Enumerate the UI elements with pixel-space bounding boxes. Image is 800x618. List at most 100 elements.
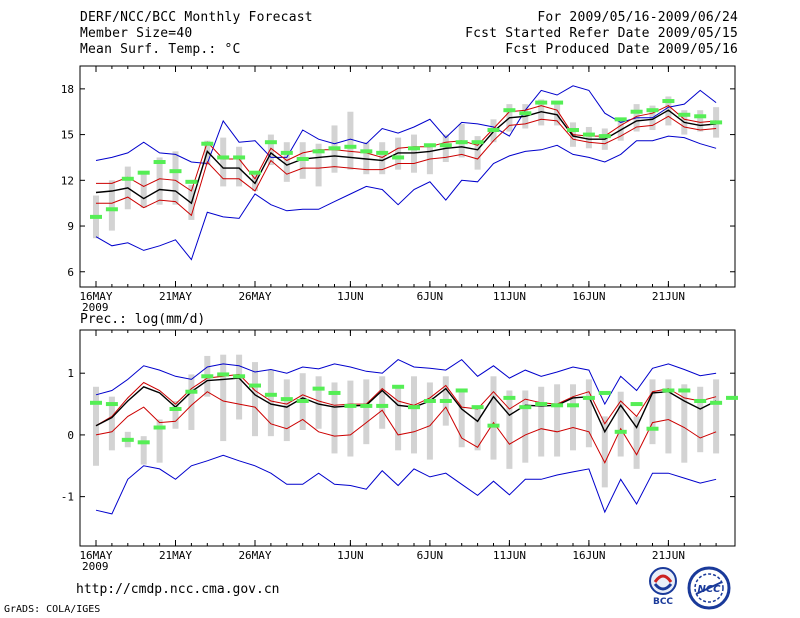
spread-box [411, 134, 417, 173]
series-mean [95, 109, 717, 205]
x-tick-label: 6JUN [417, 290, 444, 303]
x-tick-label: 16MAY [79, 290, 112, 303]
spread-box [283, 379, 290, 442]
data-point [392, 155, 405, 160]
data-point [392, 384, 405, 389]
spread-box [697, 386, 704, 453]
x-tick-label: 1JUN [337, 549, 364, 562]
spread-box [379, 142, 386, 175]
forecast-period: For 2009/05/16-2009/06/24 [537, 10, 738, 25]
spread-box [490, 376, 497, 460]
footer-url[interactable]: http://cmdp.ncc.cma.gov.cn [76, 582, 280, 597]
x-tick-label: 11JUN [493, 549, 526, 562]
data-point [662, 99, 675, 104]
data-point [630, 109, 643, 114]
data-point [726, 395, 738, 400]
spread-box [585, 126, 592, 149]
spread-box [93, 386, 99, 466]
data-point [296, 398, 309, 403]
data-point [121, 176, 134, 181]
data-point [217, 372, 230, 377]
data-point [312, 386, 325, 391]
spread-box [140, 174, 147, 208]
spread-box [426, 382, 433, 460]
member-size: Member Size=40 [80, 26, 193, 41]
data-point [137, 170, 150, 175]
data-point [694, 398, 707, 403]
data-point [471, 405, 484, 410]
data-point [598, 390, 611, 395]
data-point [153, 160, 166, 165]
series-upper [96, 105, 717, 192]
data-point [233, 374, 246, 379]
data-point [678, 388, 691, 393]
data-point [217, 155, 230, 160]
x-tick-label: 26MAY [238, 549, 271, 562]
x-tick-sublabel: 2009 [82, 301, 109, 314]
data-point [551, 100, 564, 105]
spread-box [172, 400, 179, 429]
data-point [185, 179, 198, 184]
data-point [264, 392, 277, 397]
data-point [487, 423, 500, 428]
x-tick-label: 6JUN [417, 549, 444, 562]
data-point [90, 400, 102, 405]
data-point [646, 108, 659, 113]
x-tick-sublabel: 2009 [82, 560, 109, 573]
spread-box [220, 137, 227, 187]
x-tick-label: 21MAY [159, 290, 192, 303]
data-point [439, 398, 452, 403]
data-point [201, 141, 214, 146]
series-max [95, 358, 717, 406]
y-tick-label: 9 [67, 220, 74, 233]
spread-box [283, 142, 290, 182]
spread-box [172, 151, 179, 205]
chart-title: DERF/NCC/BCC Monthly Forecast [80, 10, 313, 25]
y-tick-label: 6 [67, 266, 74, 279]
data-point [582, 395, 595, 400]
spread-box [506, 390, 513, 469]
y-tick-label: -1 [61, 491, 74, 504]
spread-box [665, 379, 672, 454]
series-min [95, 135, 717, 261]
spread-box [347, 111, 354, 170]
spread-box [267, 134, 274, 166]
spread-box [697, 110, 704, 132]
ncc-logo: NCC [687, 566, 731, 610]
spread-box [331, 382, 338, 454]
y-tick-label: 18 [61, 83, 74, 96]
spread-box [188, 374, 195, 430]
spread-box [252, 362, 258, 437]
data-point [678, 112, 691, 117]
spread-box [220, 354, 227, 442]
data-point [280, 150, 293, 155]
data-point [153, 425, 166, 430]
spread-box [474, 136, 481, 170]
data-point [169, 169, 182, 174]
data-point [535, 402, 548, 407]
data-point [582, 132, 595, 137]
data-point [280, 397, 293, 402]
data-point [439, 143, 452, 148]
precip-chart-title: Prec.: log(mm/d) [80, 312, 205, 327]
ncc-logo-text: NCC [697, 584, 721, 595]
series-upper [95, 373, 717, 427]
spread-box [156, 157, 163, 205]
data-point [423, 398, 436, 403]
y-tick-label: 1 [67, 367, 74, 380]
y-tick-label: 12 [61, 174, 74, 187]
plot-frame [79, 65, 736, 288]
series-min [95, 454, 717, 515]
spread-box [681, 384, 688, 463]
data-point [376, 403, 389, 408]
data-point [408, 405, 420, 410]
data-point [598, 134, 611, 139]
x-tick-label: 16JUN [572, 549, 605, 562]
data-point [312, 149, 325, 154]
data-point [296, 156, 309, 161]
bcc-logo-text: BCC [653, 597, 673, 606]
spread-box [140, 436, 147, 465]
data-point [328, 146, 341, 151]
grads-credit: GrADS: COLA/IGES [4, 604, 101, 615]
